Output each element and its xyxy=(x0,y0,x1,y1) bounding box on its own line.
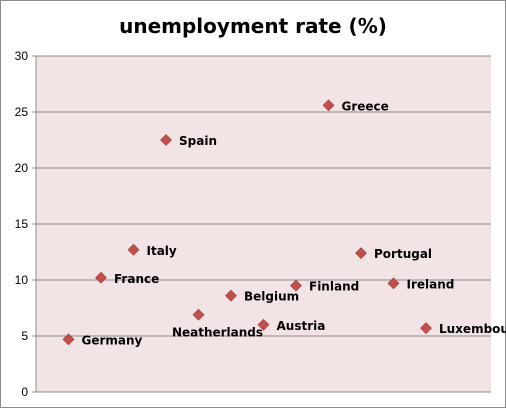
data-point-marker xyxy=(257,318,270,331)
y-tick-label: 5 xyxy=(21,329,28,343)
data-point-label: Italy xyxy=(147,244,177,258)
data-point-marker xyxy=(355,247,367,260)
data-point-label: Neatherlands xyxy=(172,326,263,340)
data-point-label: Portugal xyxy=(374,247,432,261)
data-point-marker xyxy=(322,99,335,112)
y-axis-ticks: 0 5 10 15 20 25 30 xyxy=(15,49,36,399)
y-tick-label: 15 xyxy=(15,217,29,231)
data-point-label: Luxembourg xyxy=(439,322,506,336)
data-point-marker xyxy=(160,134,172,146)
y-tick-label: 30 xyxy=(15,49,29,63)
chart-title: unemployment rate (%) xyxy=(119,14,387,38)
y-tick-label: 25 xyxy=(15,105,29,119)
data-point-marker xyxy=(420,322,432,335)
data-point-label: Belgium xyxy=(244,290,299,304)
data-point-marker xyxy=(225,289,237,302)
data-point-marker xyxy=(290,279,302,292)
data-point-label: France xyxy=(114,272,159,286)
data-point-label: Spain xyxy=(179,134,217,148)
gridlines xyxy=(36,55,491,337)
y-tick-label: 0 xyxy=(21,385,28,399)
data-point-marker xyxy=(192,308,205,321)
y-tick-label: 20 xyxy=(15,161,29,175)
y-tick-label: 10 xyxy=(15,273,29,287)
data-point-label: Greece xyxy=(342,99,389,113)
data-point-marker xyxy=(62,333,75,346)
data-point-marker xyxy=(95,271,107,284)
data-point-marker xyxy=(127,243,140,256)
data-point-marker xyxy=(387,277,400,290)
data-point-label: Ireland xyxy=(407,277,455,291)
data-point-label: Finland xyxy=(309,280,359,294)
data-points: Germany France Italy Spain Neatherlands Belgi… xyxy=(62,99,506,347)
data-point-label: Germany xyxy=(82,333,143,347)
data-point-label: Austria xyxy=(277,319,326,333)
